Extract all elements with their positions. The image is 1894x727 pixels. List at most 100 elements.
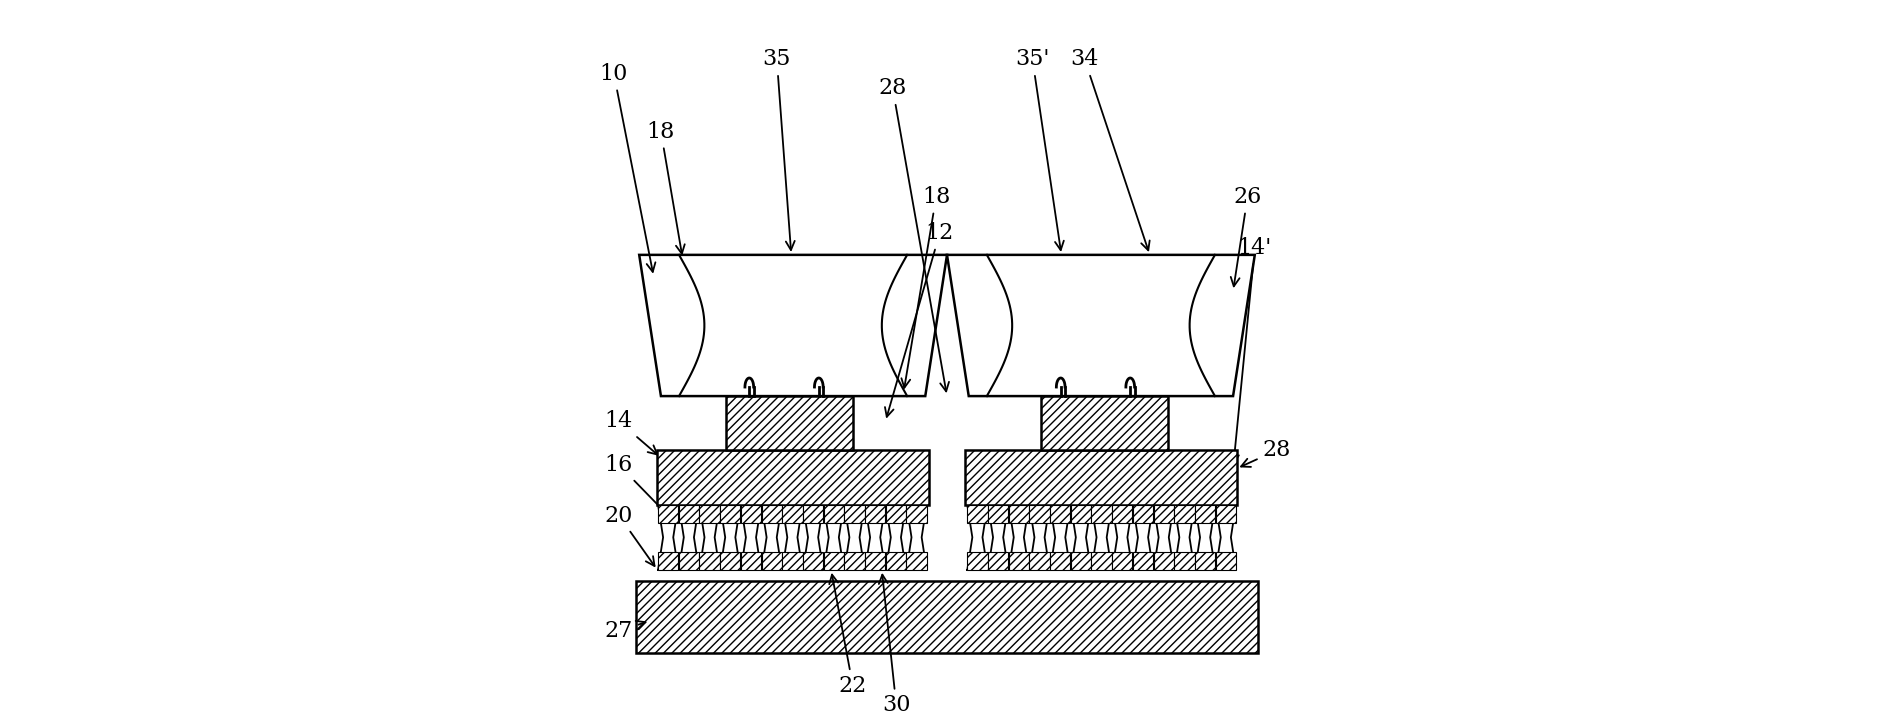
- Text: 22: 22: [830, 574, 867, 696]
- Polygon shape: [657, 505, 678, 570]
- Bar: [866, 552, 884, 570]
- Bar: [741, 505, 761, 523]
- Polygon shape: [989, 505, 1008, 570]
- Bar: [1195, 505, 1216, 523]
- Bar: [657, 552, 678, 570]
- Polygon shape: [968, 505, 987, 570]
- Polygon shape: [1091, 505, 1112, 570]
- Bar: [966, 451, 1237, 505]
- Polygon shape: [866, 505, 884, 570]
- Polygon shape: [741, 505, 761, 570]
- Bar: [678, 552, 699, 570]
- Polygon shape: [782, 505, 803, 570]
- Text: 14': 14': [1229, 236, 1273, 464]
- Polygon shape: [886, 505, 905, 570]
- Bar: [1070, 505, 1091, 523]
- Bar: [1174, 552, 1195, 570]
- Bar: [845, 552, 866, 570]
- Polygon shape: [1216, 505, 1237, 570]
- Bar: [699, 552, 720, 570]
- Bar: [1195, 552, 1216, 570]
- Bar: [845, 505, 866, 523]
- Bar: [1049, 552, 1070, 570]
- Bar: [1133, 505, 1153, 523]
- Text: 14: 14: [604, 411, 657, 454]
- Bar: [1216, 552, 1237, 570]
- Text: 35: 35: [763, 48, 795, 250]
- Bar: [782, 505, 803, 523]
- Polygon shape: [947, 255, 1256, 396]
- Bar: [1070, 552, 1091, 570]
- Bar: [1112, 505, 1133, 523]
- Text: 16: 16: [604, 454, 669, 515]
- Bar: [1174, 505, 1195, 523]
- Polygon shape: [1070, 505, 1091, 570]
- Bar: [720, 552, 741, 570]
- Bar: [866, 505, 884, 523]
- Bar: [886, 505, 905, 523]
- Polygon shape: [1028, 505, 1049, 570]
- Bar: [968, 505, 987, 523]
- Polygon shape: [1195, 505, 1216, 570]
- Bar: [1010, 552, 1028, 570]
- Bar: [1010, 505, 1028, 523]
- Bar: [1216, 505, 1237, 523]
- Text: 18: 18: [902, 186, 951, 387]
- Bar: [989, 505, 1008, 523]
- Polygon shape: [1153, 505, 1174, 570]
- Bar: [761, 552, 782, 570]
- Bar: [803, 505, 824, 523]
- Polygon shape: [1174, 505, 1195, 570]
- Bar: [657, 505, 678, 523]
- Bar: [1091, 505, 1112, 523]
- Polygon shape: [824, 505, 845, 570]
- Polygon shape: [678, 505, 699, 570]
- Bar: [886, 552, 905, 570]
- Polygon shape: [845, 505, 866, 570]
- Bar: [1133, 552, 1153, 570]
- Text: 35': 35': [1015, 48, 1064, 250]
- Polygon shape: [1049, 505, 1070, 570]
- Bar: [699, 505, 720, 523]
- Bar: [1153, 505, 1174, 523]
- Bar: [725, 396, 852, 451]
- Bar: [907, 505, 926, 523]
- Polygon shape: [1112, 505, 1133, 570]
- Bar: [1153, 552, 1174, 570]
- Bar: [989, 552, 1008, 570]
- Polygon shape: [638, 255, 947, 396]
- Bar: [1042, 396, 1169, 451]
- Bar: [824, 552, 845, 570]
- Text: 12: 12: [884, 222, 955, 417]
- Polygon shape: [803, 505, 824, 570]
- Bar: [907, 552, 926, 570]
- Polygon shape: [1133, 505, 1153, 570]
- Text: 30: 30: [879, 574, 911, 716]
- Text: 18: 18: [646, 121, 686, 254]
- Bar: [803, 552, 824, 570]
- Polygon shape: [699, 505, 720, 570]
- Bar: [1049, 505, 1070, 523]
- Bar: [678, 505, 699, 523]
- Bar: [824, 505, 845, 523]
- Bar: [1091, 552, 1112, 570]
- Bar: [720, 505, 741, 523]
- Bar: [636, 581, 1258, 653]
- Text: 26: 26: [1231, 186, 1261, 286]
- Bar: [741, 552, 761, 570]
- Polygon shape: [720, 505, 741, 570]
- Text: 28: 28: [1241, 439, 1290, 467]
- Text: 28: 28: [879, 77, 949, 391]
- Bar: [657, 451, 928, 505]
- Bar: [1028, 505, 1049, 523]
- Bar: [782, 552, 803, 570]
- Bar: [968, 552, 987, 570]
- Polygon shape: [907, 505, 926, 570]
- Polygon shape: [1010, 505, 1028, 570]
- Text: 20: 20: [604, 505, 655, 566]
- Bar: [1112, 552, 1133, 570]
- Text: 10: 10: [600, 63, 655, 272]
- Bar: [761, 505, 782, 523]
- Polygon shape: [761, 505, 782, 570]
- Bar: [1028, 552, 1049, 570]
